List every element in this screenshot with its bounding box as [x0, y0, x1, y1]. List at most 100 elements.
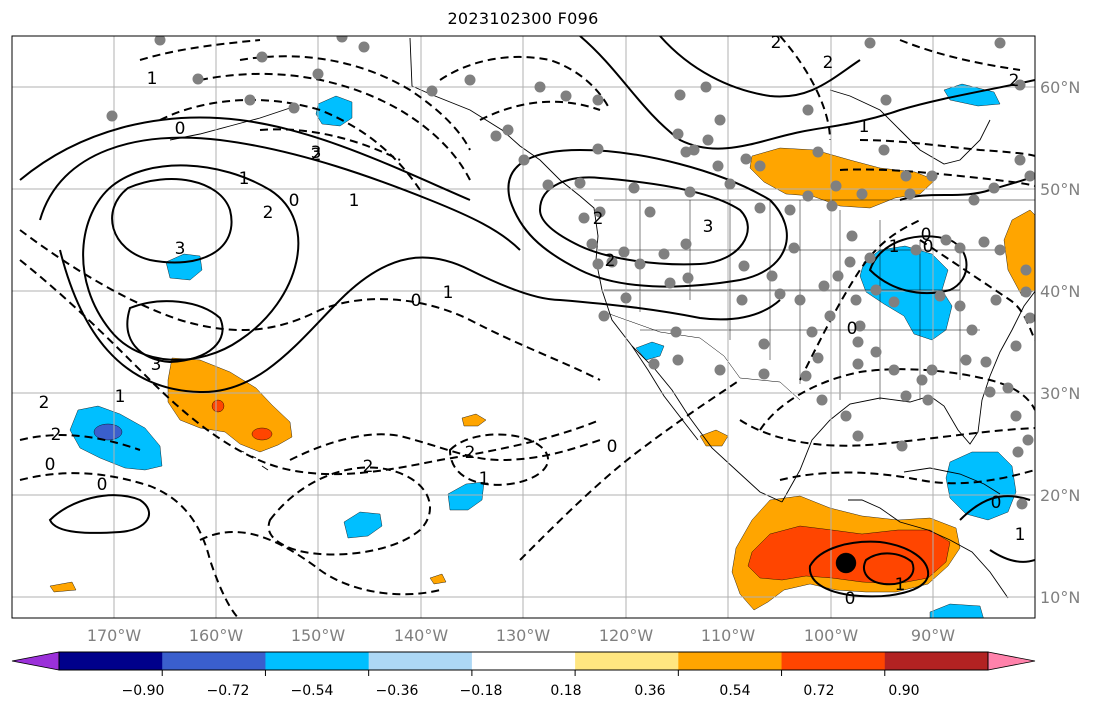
yucatan-and-central-america [848, 499, 1009, 599]
station-marker [960, 354, 972, 366]
station-marker [916, 374, 928, 386]
contour-label: 0 [45, 455, 56, 475]
station-marker [844, 256, 856, 268]
colorbar-outline [58, 651, 989, 671]
dashed-contours [19, 36, 1035, 618]
colorbar-tick-label: 0.54 [719, 683, 750, 699]
station-marker [978, 236, 990, 248]
contour-label: 1 [479, 469, 490, 489]
contour-label: 0 [289, 191, 300, 211]
station-marker [542, 179, 554, 191]
station-marker [1002, 382, 1014, 394]
great-lakes-contour [868, 235, 968, 294]
contour-label: 2 [51, 425, 62, 445]
station-marker [628, 182, 640, 194]
station-marker [926, 170, 938, 182]
contour-label: 2 [263, 203, 274, 223]
station-marker [712, 160, 724, 172]
station-marker [592, 258, 604, 270]
east-trough [919, 239, 1035, 341]
station-marker [990, 294, 1002, 306]
colorbar-cell [59, 652, 163, 670]
solid-contours [19, 36, 1035, 598]
darkblue-spot-hawaii [93, 423, 123, 441]
station-marker [864, 252, 876, 264]
lon-label: 100°W [804, 626, 859, 645]
station-marker [754, 202, 766, 214]
station-marker [288, 102, 300, 114]
station-marker [464, 74, 476, 86]
caribbean-contour-2 [989, 549, 1035, 563]
hawaii-islands [237, 449, 269, 471]
station-marker [984, 386, 996, 398]
station-marker [966, 324, 978, 336]
florida [929, 395, 983, 445]
station-marker [192, 73, 204, 85]
contour-label: 2 [771, 33, 782, 53]
station-marker [968, 194, 980, 206]
contour-label: 0 [847, 319, 858, 339]
pacific-high-contour-3-outer [82, 164, 300, 361]
station-marker [670, 326, 682, 338]
colorbar-tick-label: 0.36 [634, 683, 665, 699]
colorbar-tick-label: 0.72 [803, 683, 834, 699]
canada-north-contour [659, 36, 861, 98]
canada-ridge-contour [579, 36, 1035, 150]
central-us-trough [799, 219, 921, 381]
contour-label: 0 [921, 225, 932, 245]
contour-label: 0 [991, 493, 1002, 513]
station-marker [1012, 446, 1024, 458]
station-marker [888, 364, 900, 376]
north-pacific-contour-b [479, 100, 601, 121]
east-us-dash-2 [739, 419, 1035, 447]
station-marker [1016, 498, 1028, 510]
map-frame [11, 35, 1036, 619]
station-marker [688, 144, 700, 156]
pacific-jet-contour-1 [59, 249, 781, 394]
station-marker [794, 294, 806, 306]
station-marker [724, 178, 736, 190]
station-marker [1022, 434, 1034, 446]
aleutian-low-contour-1 [159, 98, 421, 191]
subtropical-trough-3 [289, 433, 601, 462]
station-marker [940, 234, 952, 246]
station-marker [560, 90, 572, 102]
station-marker [702, 134, 714, 146]
aleutian-chain [169, 107, 291, 141]
contour-label: 3 [175, 239, 186, 259]
station-marker [680, 238, 692, 250]
station-marker [336, 36, 348, 43]
colorbar-cell [162, 652, 266, 670]
station-marker [826, 200, 838, 212]
blue-blob-baja [635, 341, 665, 361]
station-marker [672, 128, 684, 140]
south-pacific-contour [19, 472, 240, 618]
station-marker [574, 177, 586, 189]
hudson-dash-1 [859, 139, 1035, 157]
station-marker [854, 320, 866, 332]
station-marker [598, 310, 610, 322]
station-marker [664, 277, 676, 289]
subtropical-trough-2 [19, 259, 601, 476]
colorbar-cell [265, 652, 370, 670]
station-marker [684, 186, 696, 198]
station-marker [954, 242, 966, 254]
station-marker [904, 188, 916, 200]
lat-label: 60°N [1040, 78, 1080, 97]
station-marker [736, 294, 748, 306]
contour-label: 0 [845, 589, 856, 609]
blue-blob-hudson [943, 83, 1001, 107]
colorbar-tick-label: −0.36 [376, 683, 419, 699]
lon-label: 160°W [189, 626, 244, 645]
station-marker [766, 270, 778, 282]
station-marker [774, 288, 786, 300]
station-marker [880, 94, 892, 106]
station-marker [154, 36, 166, 46]
station-markers [106, 36, 1035, 510]
contour-label: 3 [311, 143, 322, 163]
station-marker [988, 182, 1000, 194]
station-marker [672, 354, 684, 366]
colorbar-cell [884, 652, 989, 670]
gulf-low-contour-0 [808, 540, 930, 598]
lon-label: 150°W [291, 626, 346, 645]
